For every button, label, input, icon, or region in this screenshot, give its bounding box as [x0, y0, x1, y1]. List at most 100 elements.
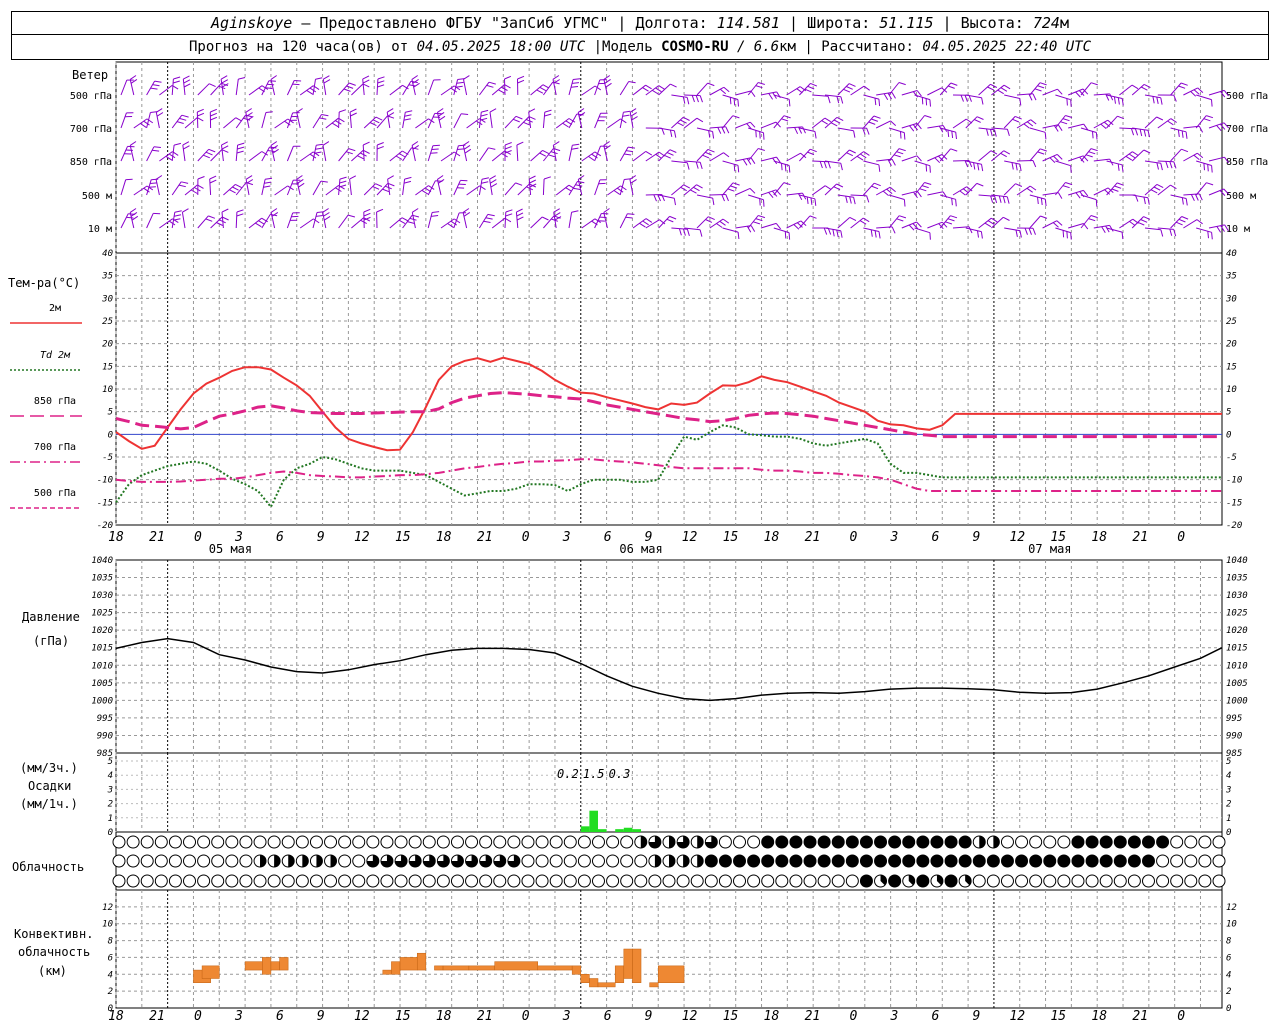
cloud-symbol	[126, 874, 140, 888]
wind-barb-flag	[197, 108, 204, 113]
wind-barb-flag	[960, 94, 964, 102]
wind-barb	[1055, 94, 1071, 101]
conv-xtick: 21	[1132, 1009, 1148, 1024]
wind-barb-flag	[516, 216, 524, 221]
wind-barb	[504, 211, 507, 229]
wind-barb-flag	[673, 130, 677, 138]
wind-barb-flag	[150, 111, 158, 113]
cloud-fill	[640, 836, 647, 848]
computed-at: 04.05.2025 22:40 UTC	[922, 39, 1091, 55]
wind-barb-flag	[755, 130, 757, 138]
wind-barb-flag	[755, 85, 763, 89]
wind-barb-flag	[412, 208, 419, 213]
wind-barb	[603, 145, 608, 162]
cloud-fill	[733, 855, 746, 867]
wind-barb-flag	[362, 75, 370, 80]
wind-barb-flag	[150, 87, 158, 90]
wind-barb-flag	[797, 222, 803, 228]
legend-label: 850 гПа	[34, 396, 76, 407]
wind-barb	[811, 117, 826, 129]
wind-barb-flag	[804, 88, 812, 93]
wind-barb	[146, 80, 156, 96]
cloud-symbol	[394, 835, 408, 849]
cloud-symbol	[563, 874, 577, 888]
wind-barb-flag	[1085, 154, 1093, 158]
wind-barb-flag	[237, 142, 245, 146]
wind-barb-flag	[696, 117, 704, 123]
wind-barb-flag	[705, 151, 712, 156]
cloud-symbol	[465, 835, 479, 849]
wind-barb-flag	[1130, 128, 1135, 136]
wind-barb	[735, 187, 751, 196]
wind-barb-flag	[245, 108, 252, 113]
model-name: COSMO-RU	[661, 39, 729, 55]
wind-barb-flag	[306, 89, 313, 95]
cloud-symbol	[168, 835, 182, 849]
wind-barb-flag	[669, 215, 677, 220]
wind-barb	[1042, 88, 1058, 96]
wind-barb-flag	[652, 89, 659, 95]
wind-barb-flag	[737, 99, 739, 107]
cloud-fill	[888, 875, 901, 887]
wind-barb-flag	[463, 211, 471, 217]
wind-barb-flag	[1107, 119, 1114, 126]
wind-barb-flag	[319, 117, 327, 120]
wind-barb	[722, 115, 734, 129]
wind-barb-flag	[809, 215, 817, 219]
conv-xtick: 0	[522, 1009, 530, 1024]
cloud-fill	[908, 875, 915, 886]
wind-barb	[760, 222, 777, 229]
wind-barb-flag	[990, 195, 994, 203]
wind-barb-flag	[463, 141, 470, 146]
cloud-symbol	[1170, 874, 1184, 888]
temp-tick-right: 0	[1226, 430, 1231, 440]
wind-barb	[462, 212, 468, 229]
wind-barb	[338, 148, 350, 162]
day-label: 06 мая	[619, 542, 662, 556]
wind-barb	[146, 179, 152, 196]
wind-barb	[389, 84, 403, 96]
wind-barb	[299, 218, 314, 229]
wind-barb-flag	[165, 155, 173, 161]
cloud-fill	[654, 855, 661, 867]
wind-barb-flag	[908, 224, 915, 231]
wind-barb-flag	[749, 188, 756, 194]
wind-barb-flag	[793, 224, 800, 230]
day-label: 07 мая	[1028, 542, 1071, 556]
wind-barb-flag	[265, 87, 273, 89]
wind-barb-flag	[727, 188, 735, 192]
wind-barb-flag	[131, 215, 139, 221]
wind-barb	[1106, 227, 1123, 233]
cloud-symbol	[267, 874, 281, 888]
cloud-fill	[804, 836, 817, 848]
wind-barb	[658, 127, 675, 132]
wind-barb-flag	[1193, 154, 1200, 160]
wind-barb	[209, 178, 212, 196]
wind-barb	[1170, 127, 1187, 133]
prec-tick-left: 4	[108, 771, 113, 781]
wind-barb	[568, 145, 573, 162]
cloud-symbol	[1212, 854, 1226, 868]
wind-barb-flag	[1193, 89, 1200, 95]
prec-tick-left: 5	[108, 757, 113, 767]
wind-barb	[181, 212, 186, 229]
wind-barb	[914, 182, 925, 196]
wind-barb-flag	[543, 176, 551, 180]
cloud-fill	[465, 854, 478, 867]
wind-barb-flag	[576, 113, 584, 116]
wind-barb-flag	[1032, 160, 1037, 168]
cloud-symbol	[140, 874, 154, 888]
prec-title: Осадки	[28, 779, 71, 793]
cloud-fill	[874, 836, 887, 848]
wind-barb-flag	[432, 144, 440, 147]
wind-barb-flag	[339, 109, 347, 113]
cloud-symbol	[436, 835, 450, 849]
cloud-symbol	[521, 874, 535, 888]
wind-barb-flag	[1104, 189, 1111, 195]
cloud-symbol	[154, 835, 168, 849]
temp-xtick: 18	[436, 530, 452, 545]
wind-barb	[722, 227, 739, 233]
cloud-symbol	[972, 874, 986, 888]
cloud-fill	[288, 855, 295, 868]
wind-barb	[876, 158, 893, 162]
